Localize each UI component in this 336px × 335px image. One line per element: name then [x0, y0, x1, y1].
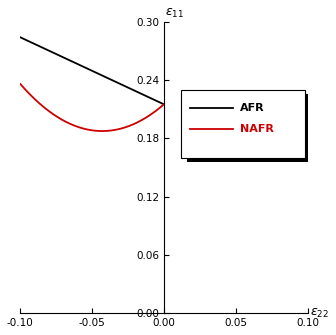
Text: AFR: AFR — [240, 103, 265, 113]
Text: $\varepsilon_{22}$: $\varepsilon_{22}$ — [310, 307, 329, 320]
Text: NAFR: NAFR — [240, 124, 274, 134]
FancyBboxPatch shape — [181, 90, 305, 158]
Text: $\varepsilon_{11}$: $\varepsilon_{11}$ — [165, 7, 184, 20]
FancyBboxPatch shape — [187, 94, 310, 162]
